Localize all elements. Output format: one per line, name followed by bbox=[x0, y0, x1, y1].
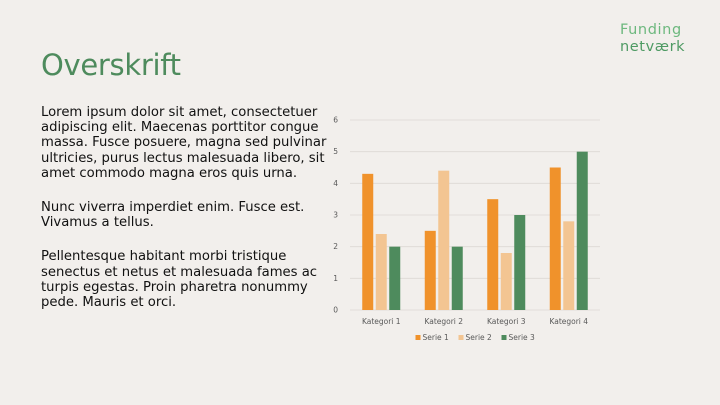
legend-swatch-2 bbox=[458, 335, 464, 340]
x-tick-label: Kategori 1 bbox=[362, 317, 401, 326]
y-tick-label: 5 bbox=[333, 147, 338, 156]
bar-1-2 bbox=[424, 230, 436, 310]
bar-2-4 bbox=[563, 221, 575, 310]
logo-line-1: Funding bbox=[620, 22, 682, 38]
bar-3-1 bbox=[389, 246, 401, 310]
logo-line-2: netværk bbox=[620, 39, 686, 55]
y-tick-label: 4 bbox=[333, 179, 338, 188]
bar-3-3 bbox=[514, 215, 526, 310]
x-tick-label: Kategori 2 bbox=[424, 317, 463, 326]
bar-1-1 bbox=[362, 173, 374, 310]
legend-swatch-1 bbox=[415, 335, 421, 340]
x-tick-label: Kategori 4 bbox=[549, 317, 588, 326]
bar-2-2 bbox=[438, 170, 450, 310]
legend-label: Serie 1 bbox=[423, 333, 450, 342]
slide-title: Overskrift bbox=[41, 48, 181, 82]
bar-3-2 bbox=[451, 246, 463, 310]
y-tick-label: 1 bbox=[333, 274, 338, 283]
bar-1-4 bbox=[549, 167, 561, 310]
y-tick-label: 0 bbox=[333, 306, 338, 315]
legend-label: Serie 2 bbox=[466, 333, 493, 342]
bar-2-3 bbox=[500, 253, 512, 310]
body-paragraph-3: Pellentesque habitant morbi tristique se… bbox=[41, 249, 318, 311]
funding-netvaerk-logo: Funding netværk bbox=[620, 22, 685, 56]
x-tick-label: Kategori 3 bbox=[487, 317, 526, 326]
body-paragraph-1: Lorem ipsum dolor sit amet, consectetuer… bbox=[41, 105, 327, 181]
bar-2-1 bbox=[375, 234, 387, 310]
bar-chart: 0 1 2 3 4 5 6 Kategori 1 Kategori 2 Kategori 3 Kat… bbox=[333, 116, 600, 342]
bar-3-4 bbox=[576, 151, 588, 310]
legend-swatch-3 bbox=[501, 335, 507, 340]
y-tick-label: 6 bbox=[333, 116, 338, 125]
slide-body: Lorem ipsum dolor sit amet, consectetuer… bbox=[41, 105, 331, 329]
y-tick-label: 2 bbox=[333, 242, 338, 251]
bar-1-3 bbox=[487, 199, 499, 310]
body-paragraph-2: Nunc viverra imperdiet enim. Fusce est. … bbox=[41, 200, 305, 231]
legend-label: Serie 3 bbox=[509, 333, 536, 342]
y-tick-label: 3 bbox=[333, 211, 338, 220]
